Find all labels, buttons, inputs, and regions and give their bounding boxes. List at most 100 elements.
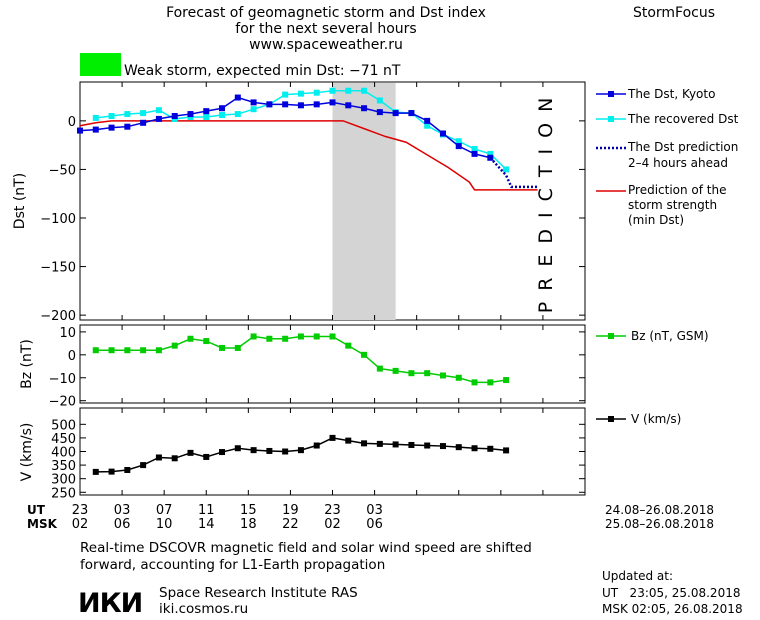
bz-series-point	[455, 374, 462, 381]
bz-series-point	[108, 347, 115, 354]
y-tick-label: 300	[51, 473, 76, 488]
v-series-point	[187, 449, 194, 456]
legend-recovered-label: The recovered Dst	[627, 112, 739, 126]
bz-series-point	[313, 333, 320, 340]
bz-series-point	[503, 377, 510, 384]
kyoto-series-point	[234, 94, 241, 101]
v-series-point	[487, 445, 494, 452]
kyoto-series-point	[361, 105, 368, 112]
institute-site: iki.cosmos.ru	[159, 601, 248, 617]
bz-series-point	[329, 333, 336, 340]
storm-status-text: Weak storm, expected min Dst: −71 nT	[124, 63, 401, 79]
legend-kyoto-label: The Dst, Kyoto	[627, 87, 715, 101]
kyoto-series-point	[108, 124, 115, 131]
v-series-point	[408, 441, 415, 448]
bz-series-point	[187, 335, 194, 342]
ut-axis-label: UT	[27, 503, 46, 517]
kyoto-series-point	[124, 123, 131, 130]
recovered-series-point	[345, 87, 352, 94]
v-series-point	[266, 447, 273, 454]
legend-strength-label-3: (min Dst)	[628, 213, 684, 227]
bz-series-point	[282, 335, 289, 342]
ut-tick-label: 07	[156, 503, 173, 518]
updated-ut: UT 23:05, 25.08.2018	[602, 586, 740, 600]
y-tick-label: −20	[49, 395, 76, 410]
v-axis-label: V (km/s)	[19, 423, 35, 482]
y-tick-label: −150	[40, 261, 76, 276]
y-tick-label: −10	[49, 372, 76, 387]
updated-msk: MSK 02:05, 26.08.2018	[602, 602, 743, 616]
ut-tick-label: 03	[366, 503, 383, 518]
strength-series-line	[79, 120, 538, 191]
v-series-point	[234, 445, 241, 452]
v-series-point	[455, 444, 462, 451]
v-series-point	[108, 468, 115, 475]
ut-tick-label: 19	[282, 503, 299, 518]
bz-series-point	[203, 338, 210, 345]
y-tick-label: 400	[51, 446, 76, 461]
recovered-series-point	[471, 146, 478, 153]
kyoto-series-point	[77, 127, 83, 134]
title-line1: Forecast of geomagnetic storm and Dst in…	[166, 5, 486, 21]
v-series-point	[376, 440, 383, 447]
iki-logo: ИКИ	[78, 588, 142, 619]
y-tick-label: 0	[68, 349, 76, 364]
legend-kyoto-marker	[608, 91, 614, 97]
recovered-series-point	[282, 91, 289, 98]
kyoto-series-point	[408, 110, 415, 117]
prediction-label: PREDICTION	[535, 87, 557, 314]
y-tick-label: 500	[51, 418, 76, 433]
recovered-series-point	[424, 122, 431, 129]
recovered-series-point	[487, 150, 494, 157]
ut-tick-label: 15	[240, 503, 257, 518]
msk-tick-label: 02	[72, 517, 89, 532]
bz-axis-label: Bz (nT)	[19, 339, 35, 389]
ut-tick-label: 03	[114, 503, 131, 518]
y-tick-label: 10	[59, 326, 76, 341]
ut-tick-label: 23	[72, 503, 89, 518]
institute-name: Space Research Institute RAS	[159, 585, 358, 601]
bz-series-point	[234, 344, 241, 351]
legend-prediction-label-1: The Dst prediction	[627, 140, 738, 154]
recovered-series-point	[250, 106, 257, 113]
v-panel-frame	[79, 407, 586, 496]
legend-strength-label-2: storm strength	[628, 198, 717, 212]
recovered-series-point	[234, 111, 241, 118]
y-tick-label: 250	[51, 486, 76, 501]
bz-series-point	[471, 379, 478, 386]
kyoto-series-point	[187, 111, 194, 118]
v-series-point	[140, 462, 147, 469]
kyoto-series-point	[171, 113, 178, 119]
kyoto-series-point	[345, 102, 352, 109]
prediction-series-line	[489, 156, 538, 189]
v-series-point	[392, 441, 399, 448]
kyoto-series-point	[439, 130, 446, 137]
bz-series-point	[345, 342, 352, 349]
bz-series-point	[376, 365, 383, 372]
v-series-point	[282, 448, 289, 455]
storm-status-swatch	[80, 53, 121, 76]
v-series-point	[361, 440, 368, 447]
kyoto-series-point	[92, 126, 99, 133]
v-series-point	[124, 466, 131, 473]
y-tick-label: −100	[40, 212, 76, 227]
v-series-point	[345, 437, 352, 444]
bz-series-point	[219, 344, 226, 351]
v-series-point	[171, 455, 178, 462]
kyoto-series-point	[392, 110, 399, 117]
ut-tick-label: 23	[324, 503, 341, 518]
recovered-series-point	[329, 87, 336, 94]
kyoto-series-point	[282, 101, 289, 108]
y-tick-label: −50	[49, 163, 76, 178]
v-series-point	[250, 447, 257, 454]
msk-tick-label: 06	[366, 517, 383, 532]
v-series-point	[439, 443, 446, 450]
brand-name: StormFocus	[633, 5, 715, 21]
v-series-point	[155, 454, 162, 461]
recovered-series-point	[124, 111, 131, 118]
footer-note-line2: forward, accounting for L1-Earth propaga…	[80, 557, 385, 573]
y-tick-label: 350	[51, 459, 76, 474]
kyoto-series-point	[455, 143, 462, 150]
recovered-series-point	[92, 114, 99, 121]
